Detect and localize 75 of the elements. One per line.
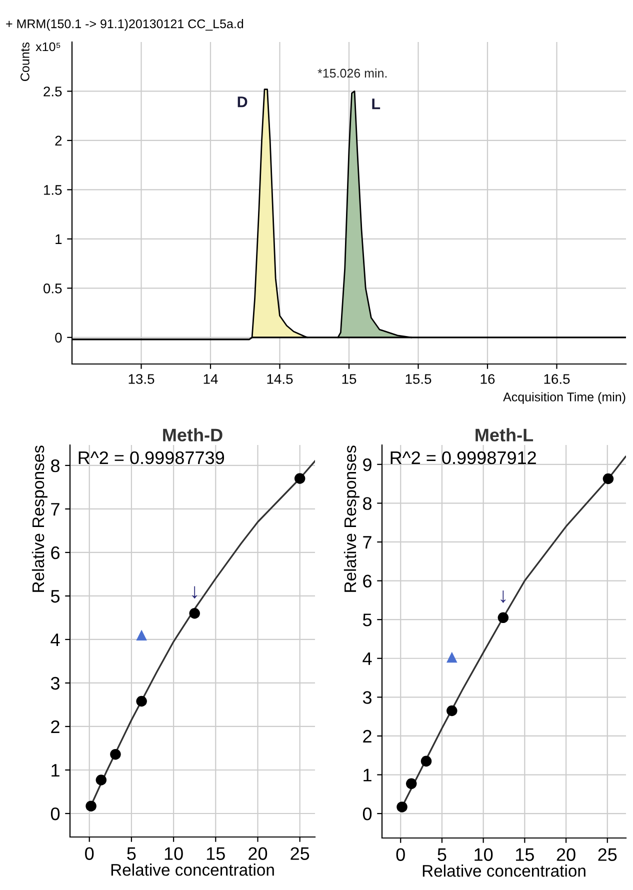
y-tick-label: 1.5	[44, 185, 62, 195]
x-tick-label: 20	[556, 848, 576, 861]
y-tick-label: 2	[55, 136, 62, 146]
point	[406, 778, 417, 790]
x-tick-label: 15	[342, 374, 356, 384]
point	[86, 800, 96, 812]
y-tick-label: 8	[363, 497, 372, 510]
point	[136, 630, 147, 641]
y-tick-label: 1	[52, 764, 60, 777]
y-tick-label: 0	[55, 332, 62, 343]
x-tick-label: 14.5	[267, 374, 293, 384]
x-axis-title: Relative concentration	[111, 864, 274, 876]
annotation: R^2 = 0.99987739	[78, 451, 224, 464]
point	[294, 473, 306, 484]
x-tick-label: 13.5	[128, 374, 154, 384]
x-tick-label: 25	[598, 848, 617, 861]
x-tick-label: 25	[290, 847, 310, 860]
text: x10⁵	[36, 42, 60, 52]
x-tick-label: 15.5	[406, 374, 432, 384]
y-tick-label: 3	[362, 691, 372, 704]
chart-title: Meth-D	[163, 428, 222, 442]
x-tick-label: 10	[164, 847, 183, 860]
y-tick-label: 7	[363, 536, 372, 549]
chart-title: + MRM(150.1 -> 91.1)20130121 CC_L5a.d	[6, 19, 244, 31]
point	[498, 612, 509, 624]
series-label: L	[372, 98, 380, 110]
x-tick-label: 20	[248, 847, 268, 860]
y-tick-label: 6	[51, 546, 60, 560]
y-axis-title: Relative Responses	[32, 446, 48, 592]
chart-title: Meth-L	[476, 428, 534, 442]
x-tick-label: 16	[480, 374, 495, 384]
x-axis-title: Acquisition Time (min)	[503, 392, 626, 404]
point	[446, 705, 458, 716]
y-tick-label: 3	[50, 676, 60, 690]
x-tick-label: 14	[204, 374, 218, 384]
x-tick-label: 0	[396, 848, 405, 861]
point	[96, 774, 107, 786]
annotation: *15.026 min.	[318, 68, 387, 78]
point	[446, 652, 458, 663]
y-tick-label: 4	[50, 634, 60, 646]
y-tick-label: 2.5	[44, 86, 62, 96]
point	[110, 748, 121, 760]
x-tick-label: 15	[516, 848, 534, 861]
y-tick-label: 6	[363, 574, 372, 588]
y-tick-label: 5	[362, 614, 372, 626]
point	[396, 802, 408, 812]
x-tick-label: 10	[474, 848, 493, 861]
point	[602, 473, 614, 484]
point	[136, 696, 147, 707]
annotation: ↓	[500, 590, 506, 603]
series-label: D	[238, 96, 248, 108]
point	[189, 608, 200, 619]
y-tick-label: 2	[51, 720, 60, 734]
annotation: ↓	[192, 586, 198, 599]
y-axis-title: Counts	[20, 42, 30, 81]
x-tick-label: 16.5	[544, 374, 570, 384]
point	[420, 756, 432, 767]
y-tick-label: 8	[51, 459, 60, 472]
y-tick-label: 1	[364, 768, 372, 782]
x-tick-label: 5	[127, 847, 136, 860]
y-tick-label: 7	[51, 503, 60, 516]
y-tick-label: 5	[50, 590, 60, 603]
y-tick-label: 0	[362, 807, 372, 820]
x-tick-label: 5	[438, 848, 446, 861]
x-axis-title: Relative concentration	[422, 864, 586, 877]
y-axis-title: Relative Responses	[344, 446, 360, 592]
y-tick-label: 1	[56, 234, 62, 244]
annotation: R^2 = 0.99987912	[390, 451, 536, 464]
y-tick-label: 0	[50, 807, 60, 820]
y-tick-label: 9	[363, 458, 372, 472]
y-tick-label: 4	[362, 652, 372, 665]
y-tick-label: 0.5	[44, 284, 62, 294]
x-tick-label: 0	[85, 847, 94, 860]
x-tick-label: 15	[206, 847, 225, 860]
y-tick-label: 2	[363, 730, 372, 743]
